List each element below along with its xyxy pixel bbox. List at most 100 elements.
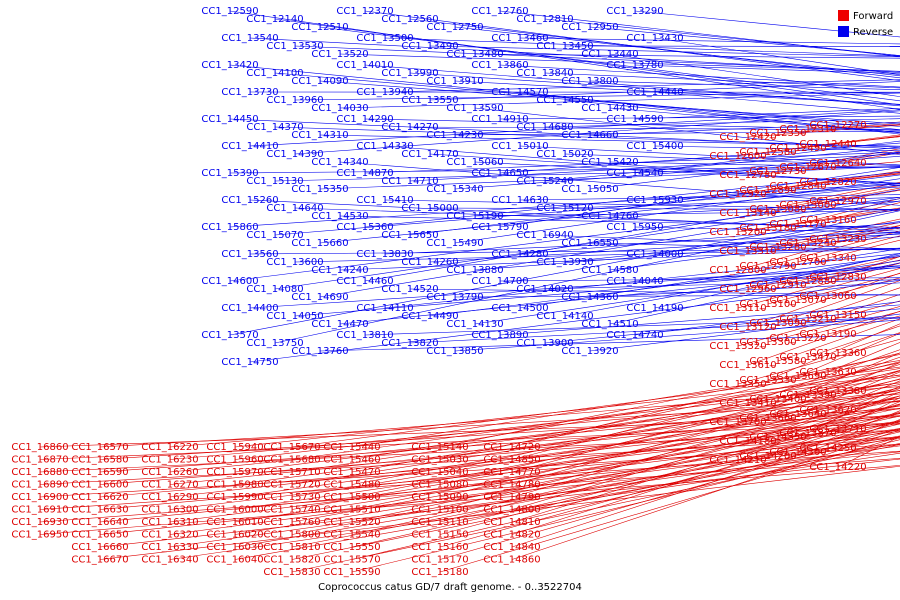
reverse-gene-label: CC1_13780 bbox=[606, 60, 663, 71]
reverse-gene-leader-line bbox=[364, 189, 900, 282]
forward-gene-leader-line bbox=[439, 354, 900, 448]
reverse-gene-leader-line bbox=[429, 207, 900, 210]
forward-gene-label: CC1_15520 bbox=[323, 517, 380, 528]
forward-gene-label: CC1_14350 bbox=[749, 432, 806, 443]
reverse-gene-label: CC1_14310 bbox=[291, 130, 348, 141]
forward-gene-label: CC1_15090 bbox=[411, 492, 468, 503]
reverse-gene-leader-line bbox=[319, 166, 900, 190]
forward-gene-label: CC1_13000 bbox=[779, 200, 836, 211]
reverse-leader-lines bbox=[229, 10, 900, 363]
forward-gene-label: CC1_15980 bbox=[206, 480, 263, 491]
reverse-gene-label: CC1_14360 bbox=[561, 292, 618, 303]
forward-gene-label: CC1_13070 bbox=[769, 295, 826, 306]
forward-gene-label: CC1_16650 bbox=[71, 530, 128, 541]
forward-gene-label: CC1_12700 bbox=[769, 257, 826, 268]
forward-gene-label: CC1_16890 bbox=[11, 480, 68, 491]
reverse-gene-leader-line bbox=[499, 115, 900, 120]
forward-gene-leader-line bbox=[511, 387, 900, 498]
forward-gene-label: CC1_14300 bbox=[769, 447, 826, 458]
forward-gene-label: CC1_13140 bbox=[719, 208, 776, 219]
reverse-gene-label: CC1_13910 bbox=[426, 76, 483, 87]
reverse-gene-label: CC1_14650 bbox=[471, 168, 528, 179]
legend-reverse-swatch bbox=[838, 26, 849, 37]
reverse-gene-leader-line bbox=[609, 262, 900, 325]
forward-gene-label: CC1_16590 bbox=[71, 467, 128, 478]
forward-gene-label: CC1_13380 bbox=[809, 386, 866, 397]
forward-gene-leader-line bbox=[511, 429, 900, 560]
forward-gene-label: CC1_16030 bbox=[206, 542, 263, 553]
reverse-gene-leader-line bbox=[589, 313, 900, 352]
reverse-gene-label: CC1_15490 bbox=[426, 238, 483, 249]
reverse-gene-leader-line bbox=[634, 267, 900, 282]
reverse-gene-label: CC1_13450 bbox=[536, 41, 593, 52]
reverse-gene-label: CC1_12760 bbox=[471, 6, 528, 17]
reverse-gene-leader-line bbox=[384, 37, 900, 57]
forward-gene-label: CC1_13210 bbox=[779, 314, 836, 325]
reverse-gene-label: CC1_15860 bbox=[201, 222, 258, 233]
reverse-gene-label: CC1_14430 bbox=[581, 103, 638, 114]
reverse-gene-label: CC1_13490 bbox=[401, 41, 458, 52]
forward-gene-label: CC1_15830 bbox=[263, 567, 320, 578]
reverse-gene-leader-line bbox=[274, 166, 900, 182]
forward-gene-leader-line bbox=[99, 458, 900, 548]
reverse-gene-leader-line bbox=[474, 161, 900, 184]
legend-forward-label: Forward bbox=[853, 11, 893, 22]
reverse-gene-leader-line bbox=[384, 253, 900, 309]
forward-gene-leader-line bbox=[351, 392, 900, 498]
reverse-gene-leader-line bbox=[589, 152, 900, 190]
reverse-gene-label: CC1_13550 bbox=[401, 95, 458, 106]
forward-gene-label: CC1_13390 bbox=[779, 390, 836, 401]
forward-gene-leader-line bbox=[39, 450, 900, 510]
forward-gene-leader-line bbox=[511, 404, 900, 523]
forward-gene-leader-line bbox=[439, 387, 900, 498]
reverse-gene-leader-line bbox=[654, 253, 900, 309]
reverse-gene-leader-line bbox=[564, 99, 900, 134]
forward-gene-leader-line bbox=[439, 403, 900, 523]
reverse-gene-label: CC1_15650 bbox=[381, 230, 438, 241]
reverse-gene-leader-line bbox=[364, 317, 900, 336]
forward-gene-leader-line bbox=[169, 438, 900, 535]
reverse-gene-leader-line bbox=[544, 308, 900, 344]
reverse-gene-label: CC1_14710 bbox=[381, 176, 438, 187]
forward-gene-label: CC1_15940 bbox=[206, 442, 263, 453]
reverse-gene-leader-line bbox=[274, 198, 900, 290]
forward-gene-leader-line bbox=[291, 413, 900, 523]
forward-gene-label: CC1_13400 bbox=[749, 394, 806, 405]
forward-gene-label: CC1_13870 bbox=[779, 428, 836, 439]
reverse-gene-leader-line bbox=[429, 233, 900, 263]
forward-gene-label: CC1_16020 bbox=[206, 530, 263, 541]
forward-gene-label: CC1_13690 bbox=[769, 371, 826, 382]
reverse-gene-label: CC1_15930 bbox=[626, 195, 683, 206]
reverse-gene-label: CC1_12140 bbox=[246, 14, 303, 25]
reverse-gene-label: CC1_13750 bbox=[246, 338, 303, 349]
reverse-gene-leader-line bbox=[474, 53, 900, 59]
forward-gene-leader-line bbox=[39, 429, 900, 473]
reverse-gene-label: CC1_14230 bbox=[426, 130, 483, 141]
reverse-gene-label: CC1_16940 bbox=[516, 230, 573, 241]
reverse-gene-leader-line bbox=[454, 26, 900, 77]
reverse-gene-leader-line bbox=[409, 72, 900, 105]
forward-gene-label: CC1_12890 bbox=[739, 185, 796, 196]
forward-gene-label: CC1_13080 bbox=[749, 204, 806, 215]
forward-gene-leader-line bbox=[169, 393, 900, 460]
reverse-gene-leader-line bbox=[429, 81, 900, 101]
reverse-gene-leader-line bbox=[499, 10, 900, 57]
reverse-gene-leader-line bbox=[319, 134, 900, 147]
forward-gene-leader-line bbox=[169, 386, 900, 448]
reverse-gene-label: CC1_12810 bbox=[516, 14, 573, 25]
forward-gene-label: CC1_16580 bbox=[71, 455, 128, 466]
forward-gene-leader-line bbox=[169, 452, 900, 560]
forward-gene-leader-line bbox=[439, 428, 900, 560]
forward-gene-label: CC1_16880 bbox=[11, 467, 68, 478]
forward-gene-label: CC1_15720 bbox=[263, 480, 320, 491]
forward-gene-label: CC1_15730 bbox=[263, 492, 320, 503]
forward-gene-leader-line bbox=[169, 408, 900, 485]
forward-gene-leader-line bbox=[39, 458, 900, 523]
reverse-gene-label: CC1_13830 bbox=[356, 249, 413, 260]
forward-gene-label: CC1_15180 bbox=[411, 567, 468, 578]
reverse-gene-label: CC1_13900 bbox=[516, 338, 573, 349]
reverse-gene-label: CC1_13460 bbox=[491, 33, 548, 44]
reverse-gene-leader-line bbox=[319, 184, 900, 244]
forward-gene-leader-line bbox=[291, 436, 900, 560]
